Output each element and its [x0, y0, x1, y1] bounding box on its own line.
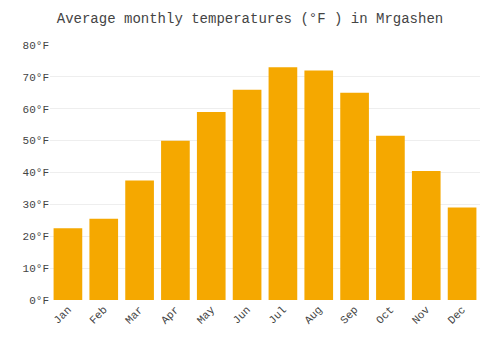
svg-text:0°F: 0°F	[29, 295, 49, 307]
svg-text:Feb: Feb	[87, 304, 109, 326]
svg-text:Nov: Nov	[410, 304, 433, 327]
svg-text:Dec: Dec	[446, 304, 468, 326]
svg-text:Average monthly temperatures (: Average monthly temperatures (°F ) in Mr…	[57, 11, 443, 27]
svg-text:80°F: 80°F	[23, 40, 49, 52]
svg-text:Apr: Apr	[159, 304, 181, 326]
svg-text:30°F: 30°F	[23, 199, 49, 211]
svg-text:Jul: Jul	[266, 304, 288, 326]
svg-text:Jun: Jun	[231, 304, 253, 326]
svg-text:40°F: 40°F	[23, 167, 49, 179]
svg-text:20°F: 20°F	[23, 231, 49, 243]
svg-text:Jan: Jan	[51, 304, 73, 326]
svg-text:May: May	[195, 304, 218, 327]
svg-text:Aug: Aug	[302, 304, 324, 326]
svg-text:50°F: 50°F	[23, 135, 49, 147]
svg-text:70°F: 70°F	[23, 72, 49, 84]
svg-text:Oct: Oct	[374, 304, 396, 326]
svg-text:60°F: 60°F	[23, 104, 49, 116]
svg-text:Mar: Mar	[123, 304, 145, 326]
svg-text:Sep: Sep	[338, 304, 360, 326]
svg-text:10°F: 10°F	[23, 263, 49, 275]
